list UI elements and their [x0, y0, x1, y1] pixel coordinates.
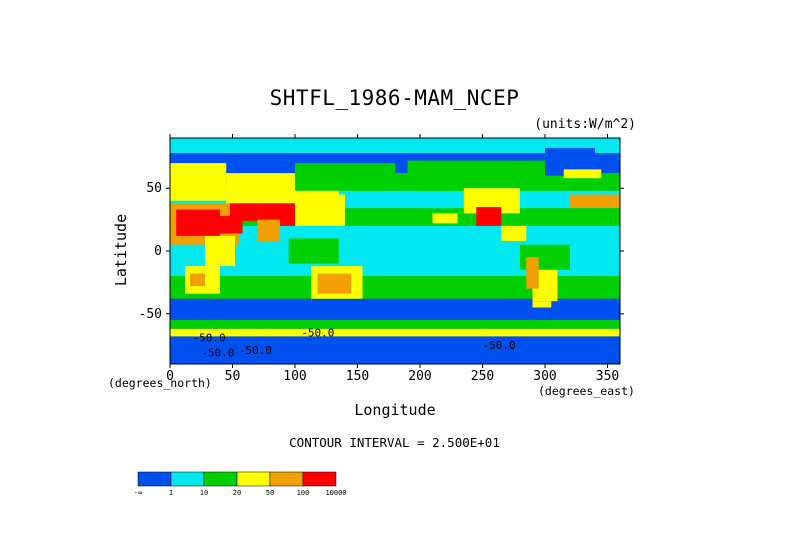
y-tick-label: 0: [154, 244, 162, 259]
x-tick-label: 0: [166, 369, 174, 384]
region-mexico-southwest: [476, 207, 502, 226]
region-antarctic-coast: [170, 328, 620, 337]
contour-label: -50.0: [301, 326, 334, 339]
contour-label: -50.0: [193, 331, 226, 344]
region-east-africa: [205, 235, 235, 267]
x-unit-note: (degrees_east): [538, 384, 635, 398]
region-sahara-core: [176, 209, 220, 236]
x-tick-label: 100: [283, 369, 306, 384]
colorbar-label: -∞: [134, 489, 142, 497]
colorbar-label: 10: [200, 489, 208, 497]
colorbar-label: 50: [266, 489, 274, 497]
region-india: [257, 219, 280, 241]
x-tick-label: 350: [596, 369, 619, 384]
colorbar-swatch: [203, 471, 238, 487]
x-tick-label: 250: [471, 369, 494, 384]
units-label: (units:W/m^2): [534, 117, 636, 132]
region-north-pacific-patch: [432, 213, 458, 224]
region-southern-ocean-ring: [170, 307, 620, 321]
x-tick-label: 300: [533, 369, 556, 384]
region-greenland-coast: [563, 169, 602, 179]
region-north-atlantic-warm: [570, 194, 620, 208]
contour-label: -50.0: [483, 339, 516, 352]
region-andes: [526, 257, 539, 289]
colorbar-label: 100: [297, 489, 310, 497]
colorbar-label: 20: [233, 489, 241, 497]
x-tick-label: 50: [225, 369, 241, 384]
region-iran-pakistan: [230, 203, 264, 221]
lat-band-6: [170, 276, 620, 299]
region-central-america: [501, 225, 527, 241]
y-tick-label: -50: [139, 307, 162, 322]
region-arctic-ice: [170, 138, 620, 151]
x-tick-label: 200: [408, 369, 431, 384]
y-tick-label: 50: [146, 181, 162, 196]
colorbar-label: 10000: [325, 489, 346, 497]
colorbar-label: 1: [169, 489, 173, 497]
contour-label: -50.0: [201, 346, 234, 359]
region-siberia-east: [295, 163, 395, 191]
y-unit-note: (degrees_north): [108, 376, 212, 390]
colorbar-swatch: [302, 471, 337, 487]
region-europe-land: [170, 163, 227, 201]
x-axis-label: Longitude: [354, 401, 436, 419]
chart-title: SHTFL_1986-MAM_NCEP: [269, 86, 520, 110]
colorbar-swatch: [269, 471, 304, 487]
colorbar-swatch: [170, 471, 205, 487]
colorbar-swatch: [236, 471, 271, 487]
contour-interval-note: CONTOUR INTERVAL = 2.500E+01: [289, 435, 500, 450]
contour-label: -50.0: [239, 344, 272, 357]
y-axis-label: Latitude: [112, 213, 130, 287]
colorbar-swatch: [137, 471, 172, 487]
region-se-asia-islands: [288, 238, 339, 264]
field-layer: -50.0 -50.0 -50.0 -50.0 -50.0: [170, 138, 620, 364]
region-kalahari-core: [190, 273, 205, 287]
region-alaska-canada: [407, 160, 545, 191]
region-east-asia: [295, 194, 345, 226]
region-australia-core: [317, 273, 352, 294]
x-tick-label: 150: [346, 369, 369, 384]
